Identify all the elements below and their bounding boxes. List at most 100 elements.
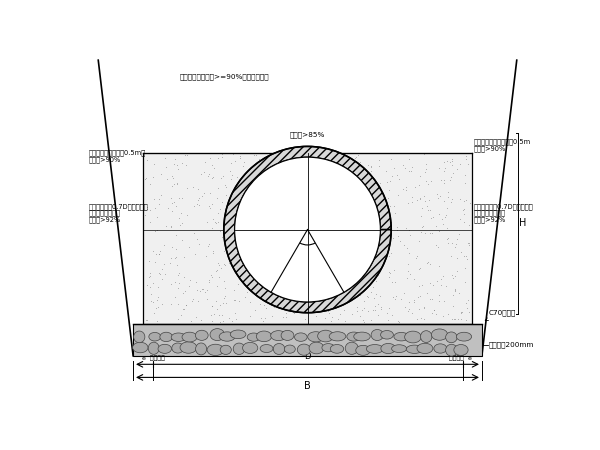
- Point: [250, 307, 260, 314]
- Point: [204, 276, 214, 284]
- Point: [385, 269, 395, 276]
- Point: [308, 194, 317, 201]
- Point: [250, 152, 259, 159]
- Point: [402, 274, 412, 281]
- Point: [155, 270, 164, 278]
- Point: [289, 288, 298, 295]
- Point: [455, 161, 464, 168]
- Ellipse shape: [434, 344, 447, 353]
- Point: [343, 248, 353, 256]
- Point: [375, 292, 385, 299]
- Point: [263, 165, 273, 172]
- Point: [346, 255, 355, 262]
- Point: [433, 194, 442, 202]
- Point: [322, 275, 331, 282]
- Point: [199, 168, 209, 176]
- Ellipse shape: [371, 329, 383, 341]
- Point: [455, 289, 464, 297]
- Point: [374, 234, 384, 241]
- Point: [218, 173, 227, 180]
- Point: [235, 297, 244, 305]
- Point: [146, 290, 156, 297]
- Point: [364, 238, 374, 245]
- Point: [247, 199, 256, 207]
- Point: [460, 172, 470, 179]
- Point: [447, 155, 457, 162]
- Ellipse shape: [230, 330, 246, 339]
- Point: [452, 166, 462, 173]
- Point: [425, 206, 435, 213]
- Ellipse shape: [180, 342, 197, 353]
- Point: [159, 261, 169, 268]
- Point: [296, 295, 306, 302]
- Point: [449, 302, 458, 309]
- Point: [295, 264, 304, 271]
- Point: [365, 274, 374, 281]
- Point: [462, 256, 472, 263]
- Point: [355, 225, 365, 233]
- Ellipse shape: [394, 333, 409, 341]
- Point: [320, 170, 330, 177]
- Text: 主回填区：至0.7D，满足回填: 主回填区：至0.7D，满足回填: [473, 203, 533, 210]
- Point: [180, 287, 190, 294]
- Point: [248, 245, 258, 252]
- Point: [157, 266, 167, 273]
- Point: [206, 272, 216, 279]
- Point: [313, 234, 323, 242]
- Point: [302, 171, 311, 178]
- Text: 一般填区：密实度>=90%满足路基要求: 一般填区：密实度>=90%满足路基要求: [179, 74, 269, 81]
- Point: [406, 168, 416, 175]
- Point: [365, 193, 374, 200]
- Ellipse shape: [160, 332, 173, 342]
- Point: [434, 262, 444, 270]
- Point: [346, 235, 356, 243]
- Point: [194, 195, 204, 202]
- Ellipse shape: [308, 332, 324, 342]
- Point: [434, 210, 444, 217]
- Point: [259, 282, 268, 289]
- Point: [307, 243, 317, 251]
- Point: [302, 173, 312, 180]
- Point: [389, 235, 398, 242]
- Point: [270, 152, 280, 159]
- Point: [280, 247, 290, 254]
- Point: [251, 218, 260, 225]
- Point: [310, 238, 319, 246]
- Point: [280, 199, 289, 207]
- Point: [392, 293, 401, 300]
- Point: [311, 228, 320, 235]
- Point: [341, 230, 351, 237]
- Point: [217, 312, 227, 319]
- Point: [356, 283, 366, 290]
- Point: [169, 174, 178, 181]
- Point: [321, 177, 331, 184]
- Point: [256, 314, 265, 321]
- Ellipse shape: [309, 342, 324, 354]
- Point: [237, 172, 247, 180]
- Point: [173, 161, 182, 168]
- Point: [331, 180, 341, 187]
- Point: [239, 158, 249, 165]
- Point: [190, 230, 199, 237]
- Ellipse shape: [317, 330, 334, 342]
- Ellipse shape: [158, 344, 172, 353]
- Point: [334, 160, 344, 167]
- Point: [215, 318, 225, 325]
- Point: [194, 297, 203, 305]
- Point: [204, 278, 214, 285]
- Point: [428, 214, 438, 221]
- Point: [178, 194, 187, 202]
- Point: [242, 250, 251, 257]
- Point: [267, 216, 277, 223]
- Point: [334, 286, 344, 293]
- Point: [260, 314, 269, 321]
- Point: [331, 266, 340, 273]
- Point: [334, 250, 343, 257]
- Point: [298, 206, 307, 213]
- Point: [208, 174, 217, 181]
- Point: [278, 299, 287, 306]
- Point: [448, 274, 458, 282]
- Point: [173, 301, 183, 308]
- Point: [291, 183, 301, 190]
- Point: [217, 151, 227, 158]
